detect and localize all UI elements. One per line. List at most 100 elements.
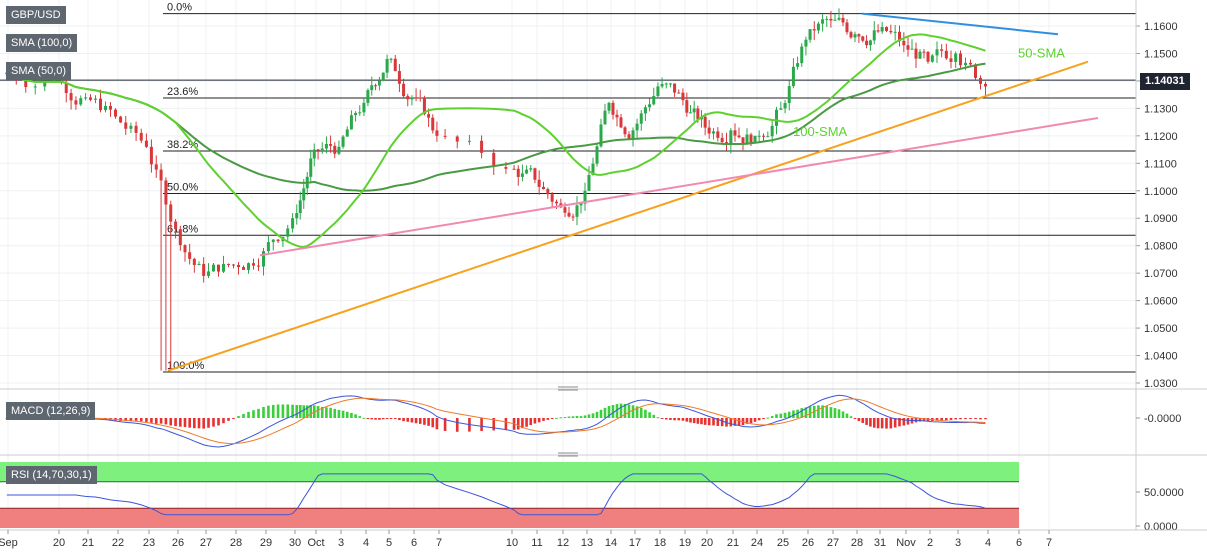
candle-up: [349, 115, 353, 130]
x-tick-label: 7: [1046, 537, 1052, 549]
candle-up: [529, 168, 533, 170]
candle-up: [575, 205, 579, 217]
candle-up: [354, 112, 358, 116]
x-tick-label: 18: [654, 537, 666, 549]
x-tick-label: 23: [143, 537, 155, 549]
candle-down: [422, 97, 426, 115]
candle-up: [312, 149, 316, 159]
candle-down: [183, 245, 187, 253]
candle-up: [643, 107, 647, 114]
candle-down: [677, 92, 681, 94]
macd-histogram-bar: [817, 405, 820, 418]
macd-histogram-bar: [354, 414, 357, 418]
candle-up: [833, 19, 837, 21]
sma100-legend[interactable]: SMA (100,0): [6, 34, 78, 52]
candle-up: [266, 242, 270, 252]
macd-histogram-bar: [525, 418, 528, 427]
x-tick-label: 20: [53, 537, 65, 549]
macd-histogram-bar: [410, 418, 414, 423]
candle-down: [217, 264, 220, 272]
candle-down: [940, 49, 944, 51]
macd-histogram-bar: [954, 418, 957, 420]
macd-histogram-bar: [964, 418, 967, 420]
macd-histogram-bar: [922, 418, 926, 422]
candle-up: [366, 90, 370, 103]
macd-histogram-bar: [281, 404, 285, 418]
macd-histogram-bar: [358, 416, 362, 418]
candle-down: [857, 34, 861, 37]
candle-down: [242, 267, 245, 270]
candle-up: [603, 110, 607, 125]
candle-down: [435, 130, 439, 136]
x-tick-label: 21: [727, 537, 739, 549]
candle-down: [969, 62, 972, 65]
candle-down: [443, 135, 447, 137]
macd-histogram-bar: [857, 418, 861, 422]
macd-histogram-bar: [492, 418, 496, 431]
candle-down: [504, 167, 508, 169]
macd-histogram-bar: [607, 406, 611, 418]
macd-legend[interactable]: MACD (12,26,9): [6, 402, 96, 420]
candle-down: [546, 189, 550, 195]
macd-histogram-bar: [880, 418, 884, 429]
macd-histogram-bar: [550, 418, 554, 419]
candle-down: [516, 168, 520, 177]
candle-up: [362, 102, 366, 113]
candle-up: [930, 55, 934, 62]
candle-up: [298, 200, 302, 214]
candle-up: [291, 218, 295, 229]
y-tick-label: 1.0500: [1144, 323, 1178, 335]
macd-histogram-bar: [385, 418, 389, 419]
candle-up: [247, 263, 250, 270]
rsi-tick-label: 0.0000: [1144, 521, 1178, 533]
macd-histogram-bar: [389, 418, 393, 419]
candle-down: [144, 140, 148, 147]
candle-down: [202, 263, 206, 276]
candle-down: [865, 40, 869, 46]
macd-histogram-bar: [716, 418, 720, 426]
macd-histogram-bar: [779, 413, 783, 418]
candle-up: [43, 81, 47, 87]
candle-down: [898, 31, 901, 41]
candle-down: [418, 97, 422, 99]
candle-down: [623, 127, 627, 135]
candle-down: [685, 100, 689, 113]
candle-down: [427, 114, 431, 118]
macd-histogram-bar: [398, 418, 401, 421]
sma100-line: [6, 62, 986, 192]
macd-histogram-bar: [262, 406, 265, 418]
candle-down: [673, 83, 677, 93]
macd-histogram-bar: [979, 418, 982, 420]
candle-down: [329, 143, 333, 146]
macd-histogram-bar: [800, 408, 804, 418]
candle-down: [861, 36, 865, 41]
candle-up: [295, 213, 299, 219]
candle-down: [192, 258, 196, 266]
y-tick-label: 1.1000: [1144, 186, 1178, 198]
macd-histogram-bar: [845, 413, 849, 418]
macd-histogram-bar: [766, 417, 770, 419]
macd-histogram-bar: [865, 418, 868, 425]
candle-up: [639, 113, 643, 124]
macd-histogram-bar: [159, 418, 163, 424]
candle-up: [656, 86, 660, 97]
candle-up: [753, 135, 757, 144]
macd-histogram-bar: [974, 418, 977, 419]
macd-histogram-bar: [271, 404, 275, 418]
macd-histogram-bar: [350, 412, 353, 418]
macd-histogram-bar: [546, 418, 550, 420]
macd-histogram-bar: [302, 405, 306, 418]
sma50-legend[interactable]: SMA (50,0): [6, 62, 72, 80]
x-tick-label: 5: [386, 537, 392, 549]
macd-histogram-bar: [309, 404, 313, 418]
macd-histogram-bar: [443, 418, 447, 431]
candle-up: [964, 62, 967, 66]
candle-up: [389, 58, 393, 60]
candle-down: [159, 169, 163, 181]
macd-histogram-bar: [757, 418, 761, 421]
candle-up: [880, 27, 884, 32]
macd-histogram-bar: [595, 411, 599, 418]
rsi-overbought-zone: [0, 462, 1019, 482]
rsi-legend[interactable]: RSI (14,70,30,1): [6, 466, 97, 484]
